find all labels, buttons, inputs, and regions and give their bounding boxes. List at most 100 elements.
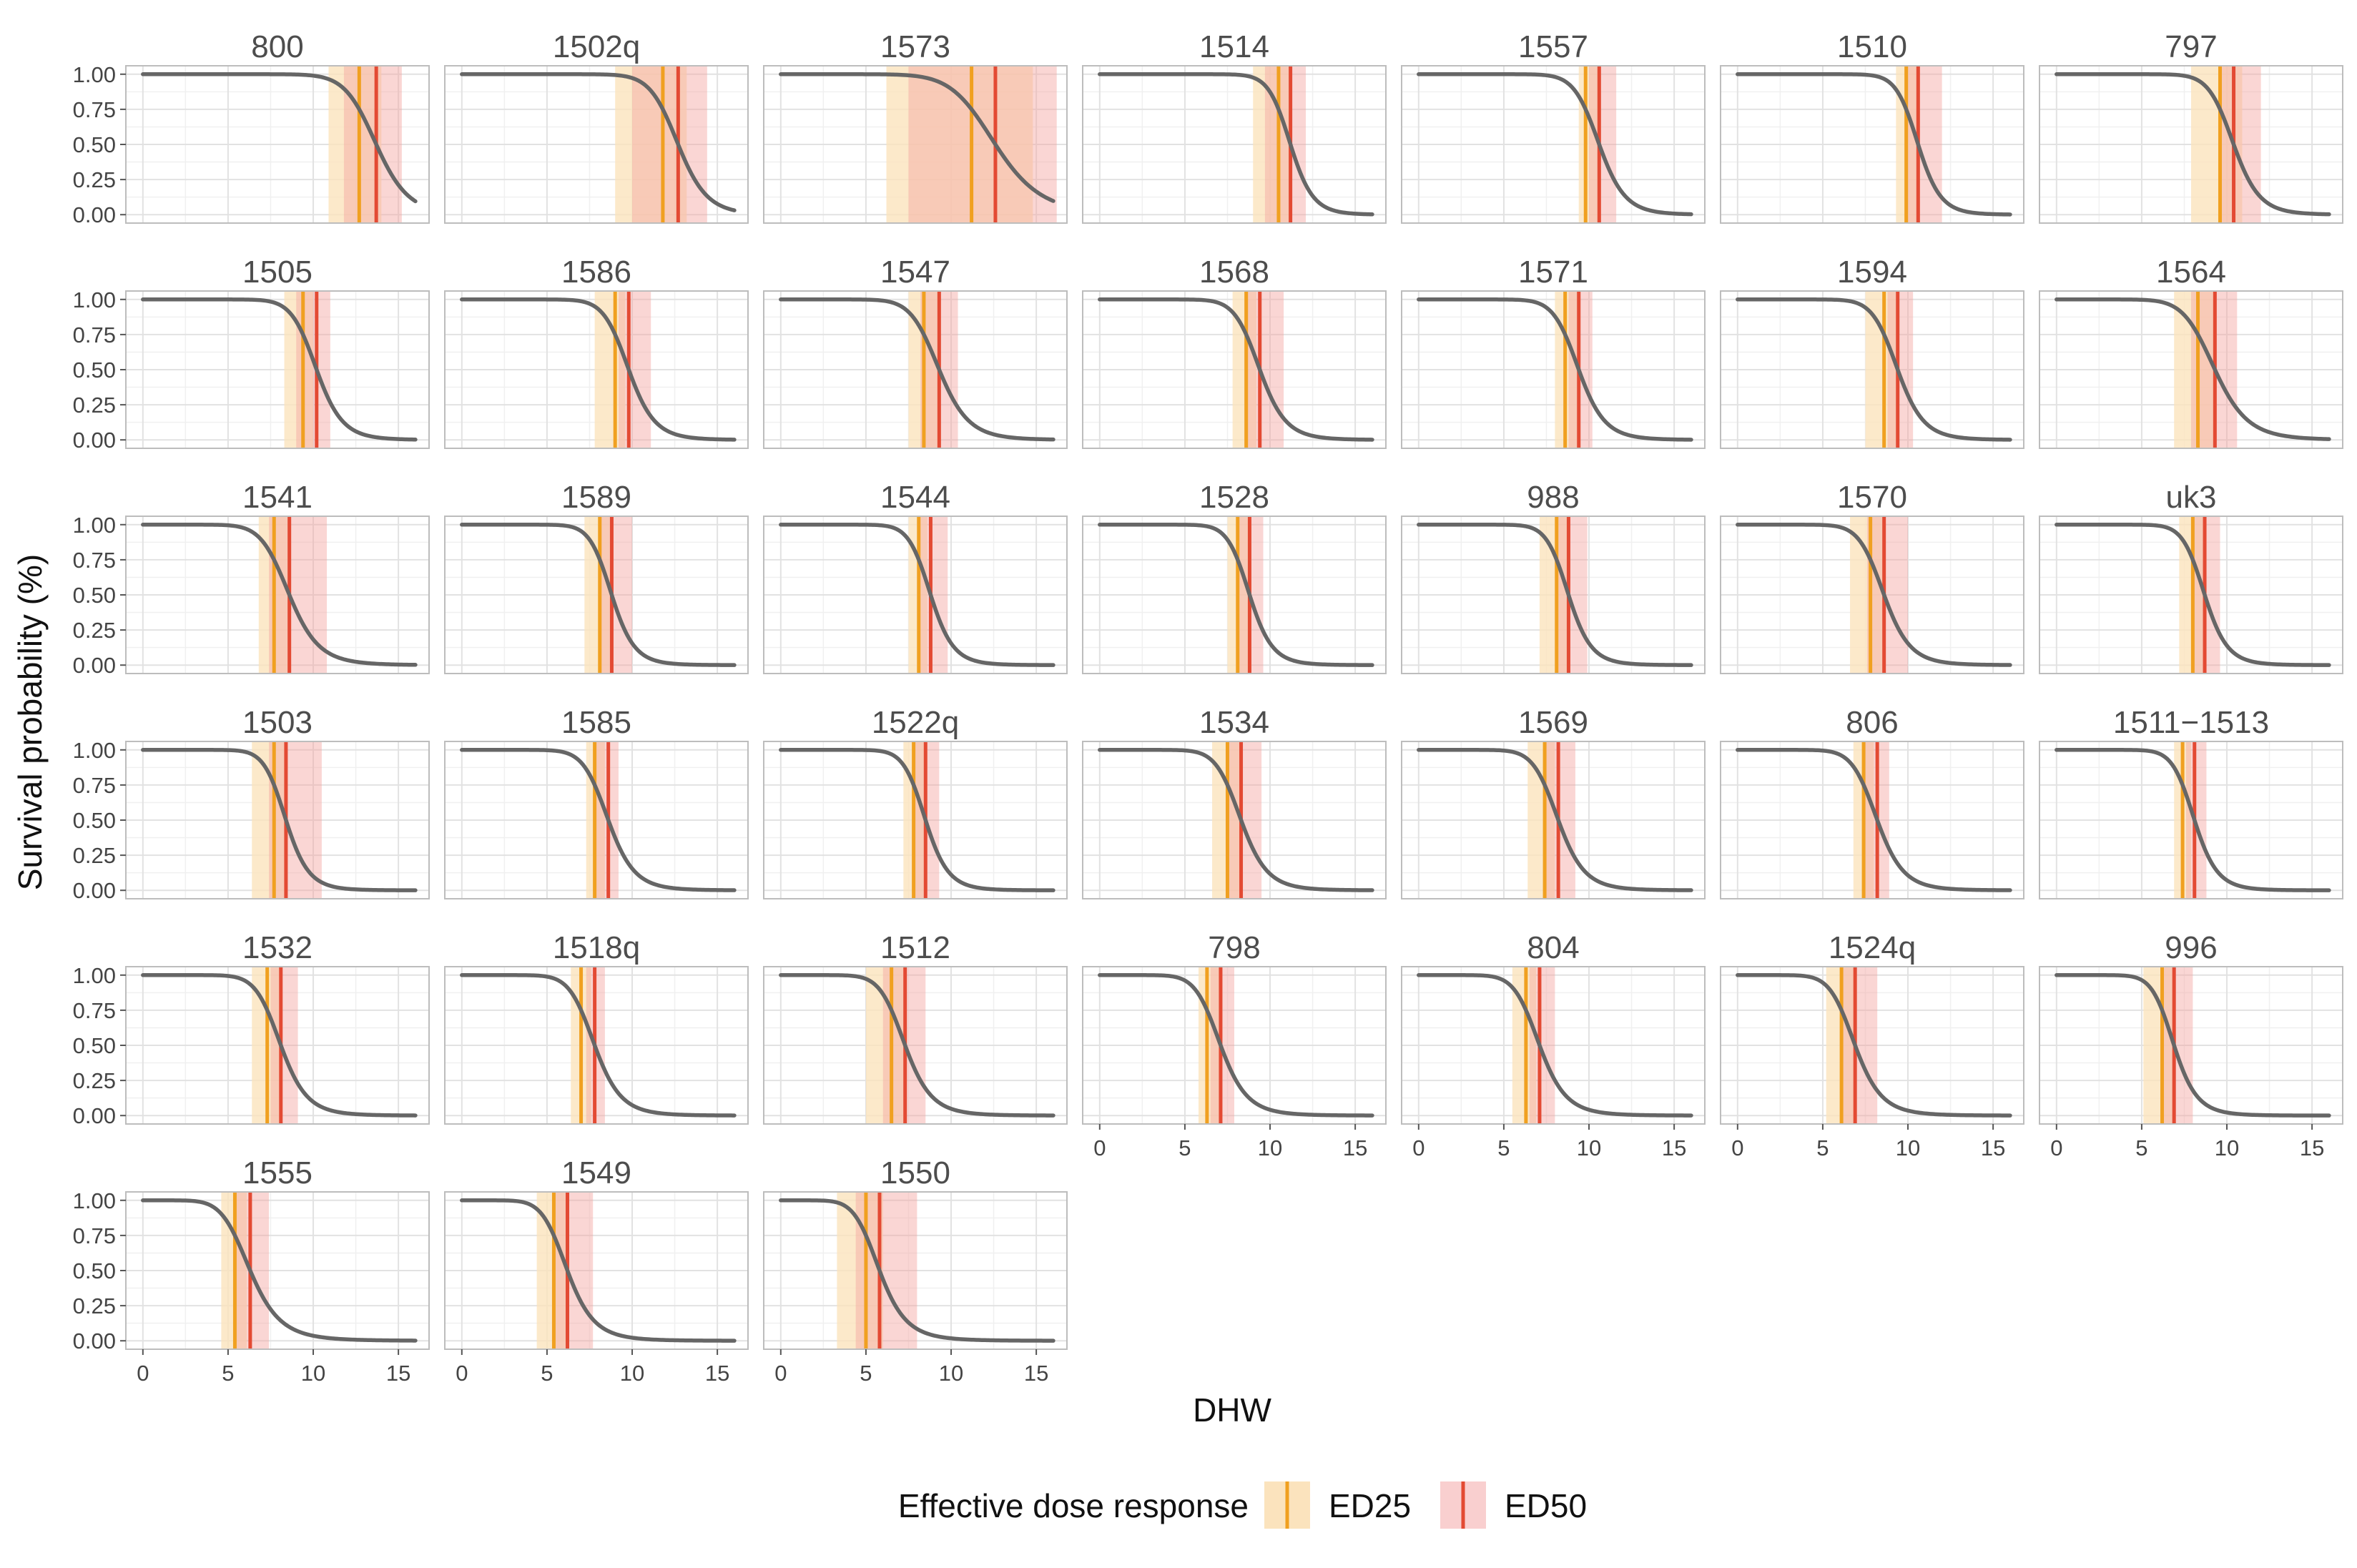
- panel-border: [444, 741, 749, 899]
- panel-border: [2039, 65, 2343, 224]
- panel-border: [1720, 65, 2024, 224]
- facet-title: 1544: [880, 480, 950, 515]
- panel-border: [763, 516, 1068, 674]
- facet-panel-13: 1564: [2039, 255, 2343, 449]
- facet-title: 1557: [1518, 29, 1588, 64]
- facet-panel-21: 1503 0.00 0.25 0.50 0.75 1.00: [73, 705, 430, 903]
- facet-panel-29: 1518q: [444, 930, 749, 1125]
- x-tick-label: 5: [860, 1361, 872, 1386]
- x-tick-label: 0: [137, 1361, 149, 1386]
- facet-title: 1570: [1837, 480, 1907, 515]
- facet-title: 1511−1513: [2113, 705, 2269, 740]
- y-tick-label: 0.75: [73, 322, 116, 347]
- panel-border: [1082, 290, 1387, 449]
- y-tick-label: 0.00: [73, 202, 116, 227]
- facet-title: 1573: [880, 29, 950, 64]
- facet-title: 1532: [242, 930, 313, 965]
- facet-title: 1505: [242, 255, 313, 290]
- y-tick-label: 0.00: [73, 653, 116, 678]
- panel-border: [2039, 290, 2343, 449]
- ed25-band: [886, 66, 1033, 223]
- ed50-band: [1529, 967, 1555, 1124]
- x-tick-label: 15: [1981, 1135, 2005, 1160]
- facet-panel-9: 1547: [763, 255, 1068, 449]
- facet-panel-17: 1528: [1082, 480, 1387, 674]
- facet-panel-26: 806: [1720, 705, 2024, 899]
- panel-border: [1082, 741, 1387, 899]
- x-tick-label: 10: [2215, 1135, 2239, 1160]
- survival-curve: [1417, 748, 1693, 892]
- x-tick-label: 10: [1258, 1135, 1282, 1160]
- survival-curve: [2055, 523, 2331, 667]
- survival-curve: [1736, 297, 2012, 442]
- facet-panel-12: 1594: [1720, 255, 2024, 449]
- x-tick-label: 0: [1412, 1135, 1424, 1160]
- ed50-band: [1908, 66, 1942, 223]
- x-tick-label: 5: [1178, 1135, 1191, 1160]
- x-tick-label: 15: [1343, 1135, 1367, 1160]
- facet-title: 798: [1208, 930, 1260, 965]
- ed25-band: [1850, 516, 1884, 674]
- x-tick-label: 5: [541, 1361, 553, 1386]
- facet-title: 1549: [561, 1155, 631, 1190]
- x-tick-label: 0: [456, 1361, 468, 1386]
- survival-curve: [460, 297, 737, 442]
- y-tick-label: 0.75: [73, 548, 116, 573]
- ed50-band: [555, 1192, 594, 1349]
- survival-curve: [1098, 973, 1374, 1118]
- y-tick-label: 0.25: [73, 843, 116, 868]
- panel-border: [444, 516, 749, 674]
- panel-border: [1401, 966, 1706, 1125]
- x-tick-label: 15: [1662, 1135, 1686, 1160]
- ed50-band: [1558, 516, 1588, 674]
- facet-panel-31: 798 0 5 10 15: [1082, 930, 1387, 1160]
- facet-panel-27: 1511−1513: [2039, 705, 2343, 899]
- facet-panel-7: 1505 0.00 0.25 0.50 0.75 1.00: [73, 255, 430, 453]
- survival-curve: [1098, 748, 1374, 892]
- ed50-band: [1264, 66, 1307, 223]
- survival-curve: [2055, 72, 2331, 217]
- ed25-band: [252, 741, 285, 899]
- panel-border: [1401, 65, 1706, 224]
- facet-panel-28: 1532 0.00 0.25 0.50 0.75 1.00: [73, 930, 430, 1128]
- facet-panel-23: 1522q: [763, 705, 1068, 899]
- legend-title: Effective dose response: [898, 1487, 1249, 1524]
- survival-curve: [1417, 72, 1693, 217]
- panel-border: [1401, 741, 1706, 899]
- y-tick-label: 0.50: [73, 132, 116, 157]
- facet-title: 1571: [1518, 255, 1588, 290]
- survival-curve: [1098, 72, 1374, 217]
- facet-title: 1524q: [1829, 930, 1916, 965]
- x-tick-label: 0: [774, 1361, 787, 1386]
- panel-border: [444, 966, 749, 1125]
- x-tick-label: 0: [1093, 1135, 1106, 1160]
- panel-border: [1720, 966, 2024, 1125]
- ed50-band: [1866, 516, 1909, 674]
- facet-title: 1510: [1837, 29, 1907, 64]
- survival-curve: [2055, 748, 2331, 892]
- ed25-band: [1539, 516, 1569, 674]
- survival-curve: [1098, 297, 1374, 442]
- panel-border: [763, 741, 1068, 899]
- facet-title: 1594: [1837, 255, 1907, 290]
- survival-curve: [460, 72, 737, 212]
- survival-curve: [1736, 973, 2012, 1118]
- survival-curve: [460, 973, 737, 1118]
- facet-panel-22: 1585: [444, 705, 749, 899]
- facet-title: 1555: [242, 1155, 313, 1190]
- panel-border: [1401, 290, 1706, 449]
- facet-title: 1514: [1199, 29, 1269, 64]
- survival-curve: [1417, 297, 1693, 442]
- survival-curve: [779, 1198, 1056, 1343]
- ed25-band: [865, 967, 907, 1124]
- panel-border: [1401, 516, 1706, 674]
- facet-title: 1564: [2156, 255, 2226, 290]
- ed50-band: [1887, 291, 1914, 448]
- ed50-band: [908, 66, 1057, 223]
- x-tick-label: 5: [2135, 1135, 2147, 1160]
- survival-curve: [779, 72, 1056, 203]
- survival-curve: [1736, 523, 2012, 667]
- ed25-band: [1253, 66, 1292, 223]
- survival-curve: [1417, 523, 1693, 667]
- y-tick-label: 1.00: [73, 62, 116, 87]
